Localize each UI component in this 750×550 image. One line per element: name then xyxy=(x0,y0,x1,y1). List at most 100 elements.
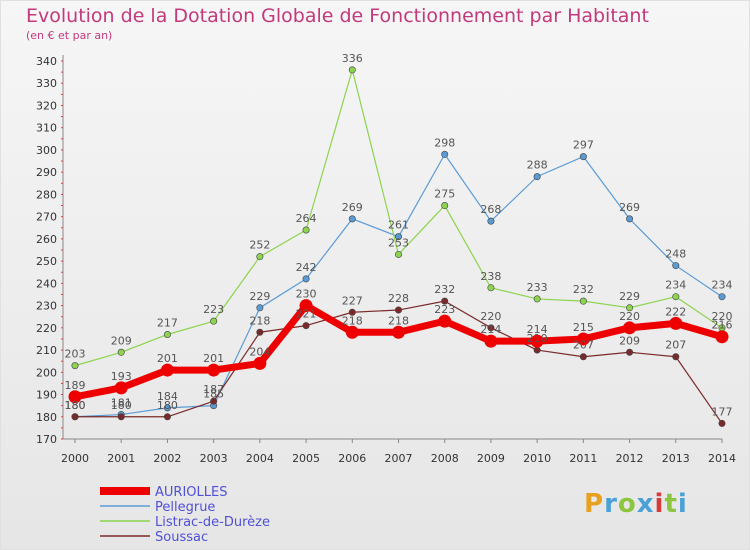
data-label-listrac-de-dur-ze: 217 xyxy=(157,316,178,329)
legend-label-pellegrue: Pellegrue xyxy=(155,500,215,515)
data-label-soussac: 207 xyxy=(665,339,686,352)
data-point-listrac-de-dur-ze xyxy=(71,362,79,370)
data-label-pellegrue: 297 xyxy=(573,139,594,152)
data-point-listrac-de-dur-ze xyxy=(579,297,587,305)
data-label-soussac: 177 xyxy=(712,405,733,418)
data-label-auriolles: 216 xyxy=(712,319,733,332)
y-tick-label: 210 xyxy=(36,344,57,357)
data-label-auriolles: 218 xyxy=(342,314,363,327)
data-point-soussac xyxy=(71,413,79,421)
y-tick-label: 320 xyxy=(36,99,57,112)
y-tick-label: 250 xyxy=(36,255,57,268)
x-tick-label: 2007 xyxy=(385,452,413,465)
legend-label-listrac-de-dur-ze: Listrac-de-Durèze xyxy=(155,515,270,530)
data-label-auriolles: 214 xyxy=(480,323,501,336)
data-label-soussac: 180 xyxy=(111,399,132,412)
data-point-pellegrue xyxy=(163,404,171,412)
y-tick-label: 200 xyxy=(36,366,57,379)
y-tick-label: 230 xyxy=(36,300,57,313)
data-label-soussac: 210 xyxy=(527,332,548,345)
data-label-listrac-de-dur-ze: 220 xyxy=(712,310,733,323)
data-point-soussac xyxy=(441,297,449,305)
x-tick-label: 2014 xyxy=(708,452,736,465)
data-point-listrac-de-dur-ze xyxy=(302,226,310,234)
data-label-auriolles: 215 xyxy=(573,321,594,334)
y-tick-label: 220 xyxy=(36,322,57,335)
y-tick-label: 290 xyxy=(36,166,57,179)
data-point-pellegrue xyxy=(579,153,587,161)
data-point-listrac-de-dur-ze xyxy=(117,348,125,356)
x-tick-label: 2000 xyxy=(61,452,89,465)
data-label-pellegrue: 288 xyxy=(527,159,548,172)
data-label-listrac-de-dur-ze: 252 xyxy=(249,239,270,252)
x-tick-label: 2010 xyxy=(523,452,551,465)
y-tick-label: 280 xyxy=(36,188,57,201)
data-point-auriolles xyxy=(484,334,498,348)
data-label-auriolles: 189 xyxy=(65,379,86,392)
x-tick-label: 2008 xyxy=(431,452,459,465)
data-label-soussac: 221 xyxy=(296,308,317,321)
data-point-soussac xyxy=(394,306,402,314)
data-point-pellegrue xyxy=(441,150,449,158)
y-tick-label: 180 xyxy=(36,411,57,424)
data-label-soussac: 180 xyxy=(65,399,86,412)
data-label-soussac: 209 xyxy=(619,334,640,347)
x-tick-label: 2011 xyxy=(569,452,597,465)
logo-letter: x xyxy=(636,489,655,519)
data-point-auriolles xyxy=(207,363,221,377)
data-point-auriolles xyxy=(345,325,359,339)
x-tick-label: 2003 xyxy=(200,452,228,465)
data-point-auriolles xyxy=(114,381,128,395)
data-point-listrac-de-dur-ze xyxy=(210,317,218,325)
data-point-listrac-de-dur-ze xyxy=(394,250,402,258)
data-label-soussac: 227 xyxy=(342,294,363,307)
data-label-pellegrue: 268 xyxy=(480,203,501,216)
data-point-pellegrue xyxy=(533,173,541,181)
data-point-auriolles xyxy=(68,390,82,404)
data-point-soussac xyxy=(626,348,634,356)
data-label-listrac-de-dur-ze: 253 xyxy=(388,236,409,249)
series-line-pellegrue xyxy=(74,153,723,418)
data-label-soussac: 187 xyxy=(203,383,224,396)
logo-letter: i xyxy=(677,489,688,519)
data-point-pellegrue xyxy=(718,293,726,301)
legend-label-soussac: Soussac xyxy=(155,530,208,545)
data-label-auriolles: 214 xyxy=(527,323,548,336)
data-point-soussac xyxy=(718,419,726,427)
data-point-pellegrue xyxy=(256,304,264,312)
data-point-soussac xyxy=(302,322,310,330)
x-tick-label: 2005 xyxy=(292,452,320,465)
data-point-soussac xyxy=(672,353,680,361)
data-point-auriolles xyxy=(160,363,174,377)
x-tick-label: 2009 xyxy=(477,452,505,465)
data-point-pellegrue xyxy=(487,217,495,225)
data-label-listrac-de-dur-ze: 209 xyxy=(111,334,132,347)
data-point-auriolles xyxy=(392,325,405,339)
data-label-pellegrue: 184 xyxy=(157,390,178,403)
data-label-pellegrue: 180 xyxy=(65,399,86,412)
data-point-listrac-de-dur-ze xyxy=(348,66,356,74)
data-point-listrac-de-dur-ze xyxy=(163,330,171,338)
data-point-pellegrue xyxy=(302,275,310,283)
data-point-listrac-de-dur-ze xyxy=(672,293,680,301)
x-tick-label: 2013 xyxy=(662,452,690,465)
chart-subtitle: (en € et par an) xyxy=(26,29,113,42)
data-point-auriolles xyxy=(576,332,590,346)
data-label-pellegrue: 261 xyxy=(388,219,409,232)
data-label-listrac-de-dur-ze: 238 xyxy=(480,270,501,283)
y-tick-label: 240 xyxy=(36,277,57,290)
logo-letter: i xyxy=(654,489,665,519)
data-label-listrac-de-dur-ze: 275 xyxy=(434,188,455,201)
data-label-auriolles: 220 xyxy=(619,310,640,323)
data-label-listrac-de-dur-ze: 229 xyxy=(619,290,640,303)
data-point-auriolles xyxy=(253,356,267,370)
data-label-listrac-de-dur-ze: 232 xyxy=(573,283,594,296)
data-point-listrac-de-dur-ze xyxy=(533,295,541,303)
data-point-soussac xyxy=(117,413,125,421)
data-point-pellegrue xyxy=(672,262,680,270)
legend-label-auriolles: AURIOLLES xyxy=(155,485,227,500)
data-point-auriolles xyxy=(623,321,637,335)
data-point-pellegrue xyxy=(394,233,402,241)
